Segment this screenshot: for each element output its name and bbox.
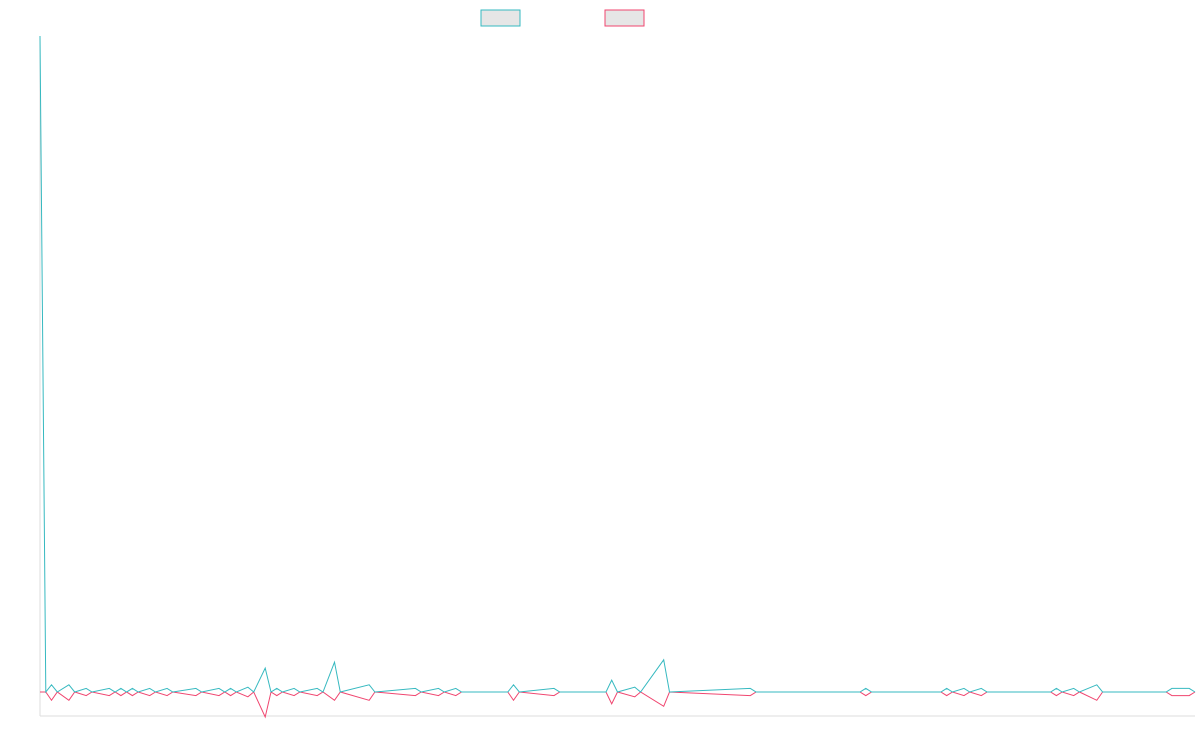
axes bbox=[39, 36, 1195, 717]
plot-area bbox=[39, 35, 1196, 719]
legend-swatch-1 bbox=[480, 9, 521, 27]
legend bbox=[480, 9, 645, 27]
series-line-1 bbox=[39, 35, 1196, 694]
legend-swatch-2 bbox=[604, 9, 645, 27]
series-line-2 bbox=[40, 691, 1196, 719]
